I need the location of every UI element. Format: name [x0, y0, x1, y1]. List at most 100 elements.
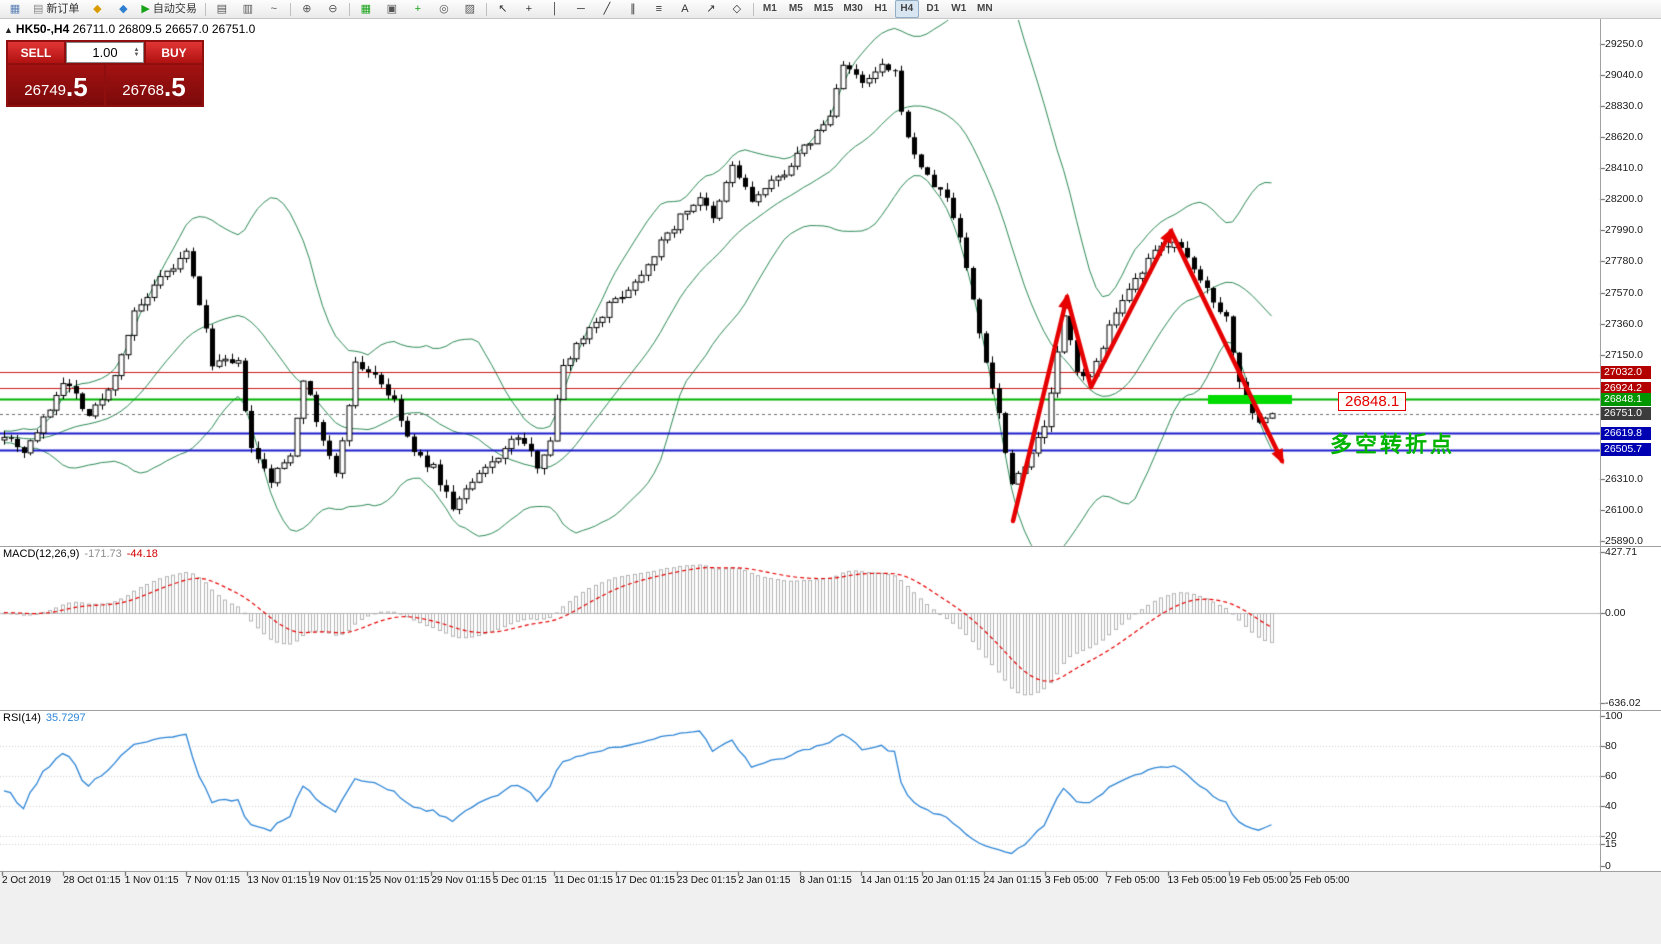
market-button[interactable]: ◆	[111, 0, 135, 18]
cursor-icon: ↖	[498, 2, 508, 15]
time-axis-label: 17 Dec 01:15	[615, 875, 676, 886]
timeframe-d1-button-label: D1	[926, 3, 940, 14]
mql5-community-button[interactable]: ◆	[85, 0, 109, 18]
crosshair-button[interactable]: +	[517, 0, 541, 18]
timeframe-mn-button-label: MN	[977, 3, 993, 14]
arrange-windows-button[interactable]: ▣	[380, 0, 404, 18]
arrows-button[interactable]: ↗	[699, 0, 723, 18]
macd-title: MACD(12,26,9)	[3, 548, 80, 560]
time-axis-label: 3 Feb 05:00	[1044, 875, 1099, 886]
zoom-out-icon: ⊖	[328, 2, 338, 15]
timeframe-m30-button[interactable]: M30	[839, 0, 866, 18]
indicators-button[interactable]: +	[406, 0, 430, 18]
shapes-icon: ◇	[732, 2, 742, 15]
rsi-axis-label: 80	[1605, 740, 1617, 752]
channel-icon: ∥	[630, 2, 636, 15]
time-axis-label: 11 Dec 01:15	[554, 875, 613, 886]
trendline-button[interactable]: ╱	[595, 0, 619, 18]
templates-button[interactable]: ▨	[458, 0, 482, 18]
autotrading-button[interactable]: ▶ 自动交易	[137, 0, 200, 18]
volume-up-icon[interactable]: ▲	[133, 46, 140, 53]
timeframe-h4-button[interactable]: H4	[894, 0, 919, 18]
volume-spinner: ▲ ▼	[131, 43, 142, 62]
time-axis-label: 25 Feb 05:00	[1290, 875, 1350, 886]
price-axis-tick: 28200.0	[1605, 193, 1643, 206]
time-axis-label: 20 Jan 01:15	[922, 875, 981, 886]
timeframe-w1-button-label: W1	[951, 3, 967, 14]
channel-button[interactable]: ∥	[621, 0, 645, 18]
time-axis-label: 2 Jan 01:15	[738, 875, 791, 886]
volume-down-icon[interactable]: ▼	[133, 51, 140, 58]
new-chart-button[interactable]: ▦	[3, 0, 27, 18]
timeframe-h4-button-label: H4	[900, 3, 914, 14]
time-axis-label: 19 Nov 01:15	[308, 875, 369, 886]
timeframe-mn-button[interactable]: MN	[973, 0, 997, 18]
timeframe-m15-button[interactable]: M15	[810, 0, 837, 18]
rsi-axis-label: 20	[1605, 830, 1617, 842]
text-button[interactable]: A	[673, 0, 697, 18]
buy-price[interactable]: 26768.5	[106, 65, 202, 105]
buy-price-frac: .5	[164, 72, 186, 102]
rsi-panel-separator[interactable]	[0, 710, 1661, 711]
symbol-collapse-icon[interactable]: ▲	[4, 25, 13, 35]
price-axis-tick: 26310.0	[1605, 472, 1643, 485]
bar-chart-button[interactable]: ▤	[210, 0, 234, 18]
one-click-trading-panel: SELL 1.00 ▲ ▼ BUY 26749.5 26768.5	[6, 40, 204, 107]
price-level-tag: 26505.7	[1601, 443, 1651, 457]
arrow-marker-icon: ↗	[706, 2, 716, 15]
timeframe-d1-button[interactable]: D1	[921, 0, 945, 18]
time-axis-label: 14 Jan 01:15	[860, 875, 919, 886]
horizontal-line-button[interactable]: ─	[569, 0, 593, 18]
timeframe-m1-button[interactable]: M1	[758, 0, 782, 18]
rsi-label: RSI(14) 35.7297	[3, 712, 86, 724]
timeframe-h1-button-label: H1	[874, 3, 888, 14]
time-axis-label: 29 Nov 01:15	[431, 875, 491, 886]
price-axis-tick: 27360.0	[1605, 317, 1643, 330]
fibonacci-button[interactable]: ≡	[647, 0, 671, 18]
timeframe-h1-button[interactable]: H1	[869, 0, 893, 18]
shapes-button[interactable]: ◇	[725, 0, 749, 18]
time-axis-label: 19 Feb 05:00	[1229, 875, 1288, 886]
time-axis-label: 23 Dec 01:15	[676, 875, 737, 886]
sell-button[interactable]: SELL	[8, 42, 64, 63]
price-axis-tick: 27570.0	[1605, 286, 1643, 299]
price-level-callout[interactable]: 26848.1	[1338, 392, 1407, 411]
tile-windows-button[interactable]: ▦	[354, 0, 378, 18]
time-axis-label: 8 Jan 01:15	[799, 875, 852, 886]
zoom-out-button[interactable]: ⊖	[321, 0, 345, 18]
vertical-line-button[interactable]: │	[543, 0, 567, 18]
volume-input[interactable]: 1.00 ▲ ▼	[66, 42, 144, 63]
zoom-in-button[interactable]: ⊕	[295, 0, 319, 18]
time-axis-label: 13 Feb 05:00	[1167, 875, 1227, 886]
price-axis-tick: 29040.0	[1605, 69, 1643, 82]
timeframe-m15-button-label: M15	[813, 3, 834, 14]
tile-windows-icon: ▦	[360, 2, 372, 15]
price-axis-tick: 27780.0	[1605, 255, 1643, 268]
symbol-ohlc: 26711.0 26809.5 26657.0 26751.0	[72, 22, 256, 36]
macd-panel-separator[interactable]	[0, 546, 1661, 547]
price-level-tag: 27032.0	[1601, 365, 1651, 379]
line-chart-button[interactable]: ~	[262, 0, 286, 18]
sell-price[interactable]: 26749.5	[8, 65, 104, 105]
timeframe-w1-button[interactable]: W1	[947, 0, 971, 18]
periods-button[interactable]: ◎	[432, 0, 456, 18]
mql5-icon: ◆	[93, 2, 102, 15]
text-icon: A	[681, 2, 689, 15]
template-icon: ▨	[464, 2, 476, 15]
toolbar-separator	[348, 2, 350, 16]
time-axis-label: 1 Nov 01:15	[124, 875, 179, 886]
price-axis-tick: 29250.0	[1605, 38, 1643, 50]
timeframe-m5-button[interactable]: M5	[784, 0, 808, 18]
toolbar: ▦ ▤ 新订单 ◆ ◆ ▶ 自动交易 ▤ ▥ ~ ⊕ ⊖ ▦ ▣ + ◎ ▨ ↖ + │ ─ ╱ ∥ ≡ A ↗ ◇ M1 M5 M15 M…	[0, 0, 1661, 19]
new-order-button[interactable]: ▤ 新订单	[29, 0, 83, 18]
symbol-name: HK50-,H4	[15, 22, 70, 36]
timeframe-m1-button-label: M1	[762, 3, 777, 14]
price-axis-tick: 28410.0	[1605, 162, 1643, 175]
candlestick-chart-button[interactable]: ▥	[236, 0, 260, 18]
price-axis-tick: 28830.0	[1605, 100, 1643, 113]
cursor-button[interactable]: ↖	[491, 0, 515, 18]
price-axis-tick: 25890.0	[1605, 535, 1643, 548]
buy-button[interactable]: BUY	[146, 42, 202, 63]
